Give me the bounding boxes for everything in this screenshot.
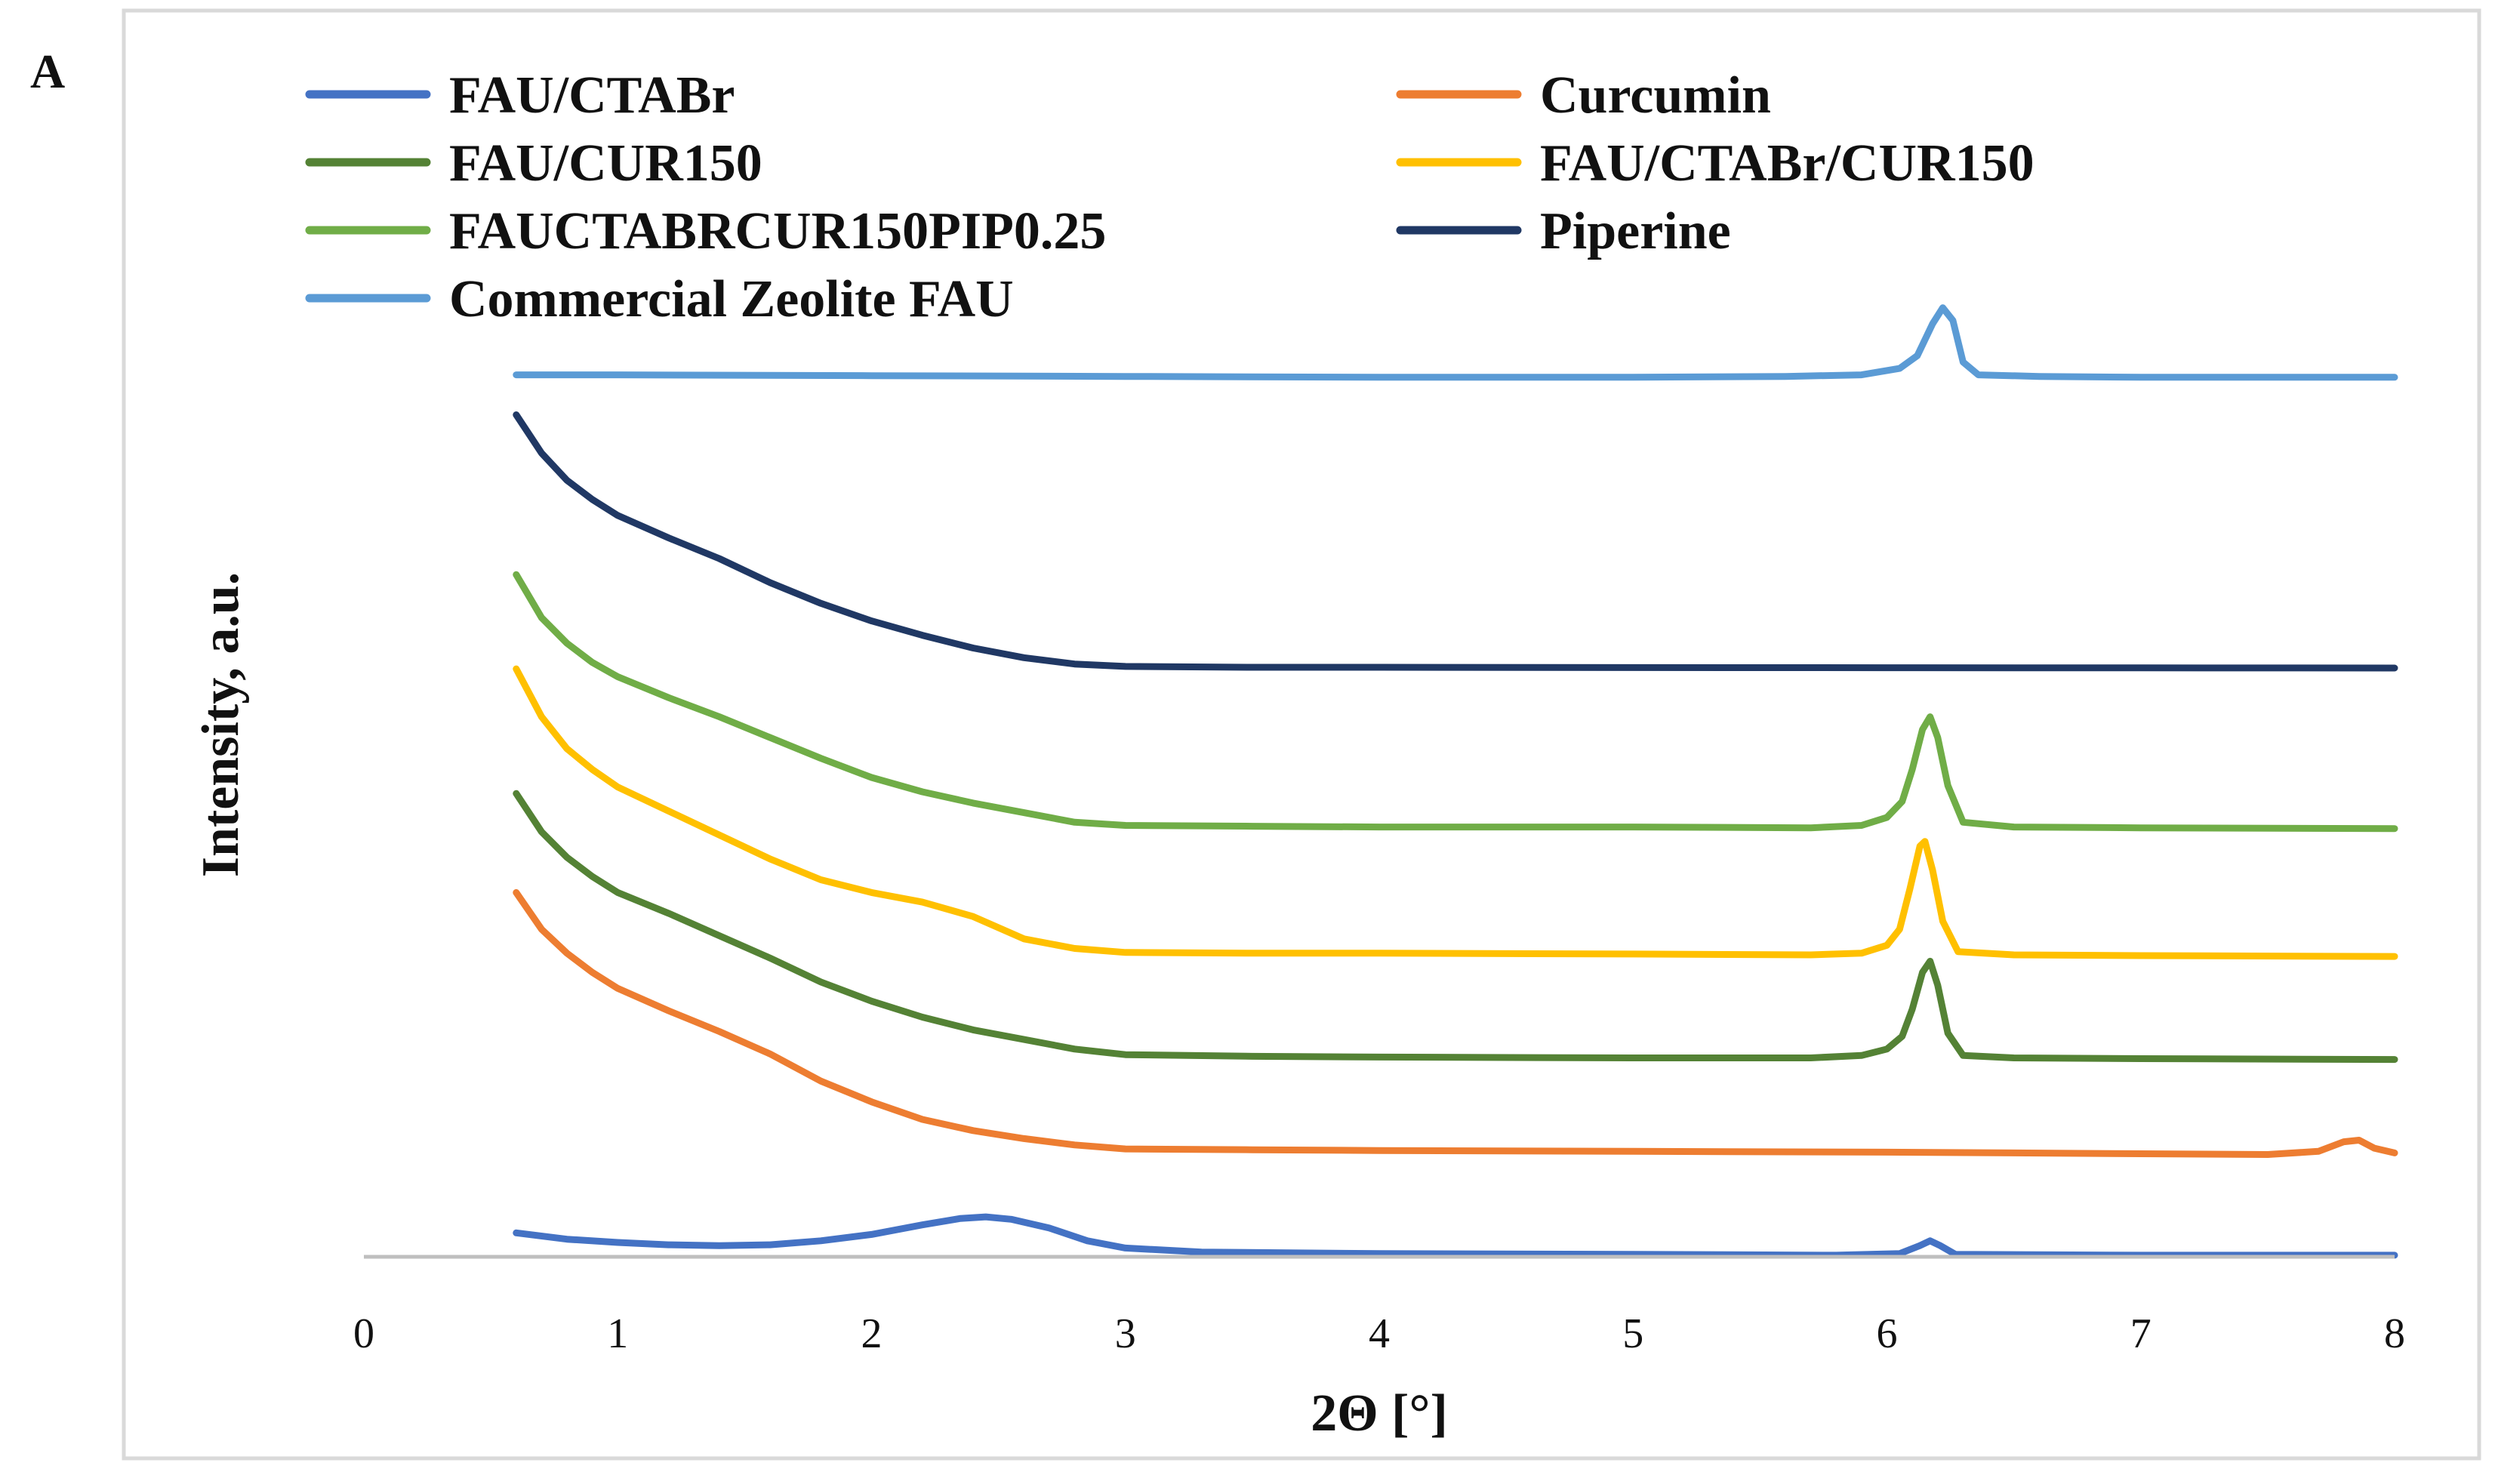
x-tick-labels: 0 1 2 3 4 5 6 7 8	[353, 1310, 2405, 1357]
x-tick-label: 3	[1115, 1310, 1136, 1357]
series-line-5	[513, 411, 2398, 672]
y-axis-title: Intensity, a.u.	[192, 572, 250, 878]
x-tick-label: 0	[353, 1310, 374, 1357]
legend-label-6: Commercial Zeolite FAU	[449, 270, 1014, 328]
series-line-1	[513, 888, 2398, 1158]
x-tick-label: 5	[1622, 1310, 1643, 1357]
legend: FAU/CTABr Curcumin FAU/CUR150 FAU/CTABr/CUR…	[305, 66, 2035, 328]
x-axis-title: 2Θ [°]	[1311, 1384, 1448, 1442]
chart-border	[122, 8, 2481, 1461]
series-line-3	[513, 665, 2398, 960]
legend-label-5: Piperine	[1540, 202, 1731, 260]
series-line-6	[513, 304, 2398, 381]
series-line-4	[513, 571, 2398, 833]
x-tick-label: 1	[607, 1310, 628, 1357]
x-tick-label: 7	[2130, 1310, 2152, 1357]
panel-label: A	[30, 45, 66, 98]
x-tick-label: 8	[2384, 1310, 2405, 1357]
series-line-2	[513, 790, 2398, 1064]
series-layer	[513, 304, 2398, 1259]
x-tick-label: 2	[861, 1310, 882, 1357]
legend-label-0: FAU/CTABr	[449, 66, 735, 125]
legend-label-3: FAU/CTABr/CUR150	[1540, 134, 2035, 192]
series-line-0	[513, 1213, 2398, 1259]
legend-label-2: FAU/CUR150	[449, 134, 762, 192]
legend-label-4: FAUCTABRCUR150PIP0.25	[449, 202, 1106, 260]
x-tick-label: 6	[1877, 1310, 1898, 1357]
x-tick-label: 4	[1369, 1310, 1390, 1357]
legend-label-1: Curcumin	[1540, 66, 1771, 125]
